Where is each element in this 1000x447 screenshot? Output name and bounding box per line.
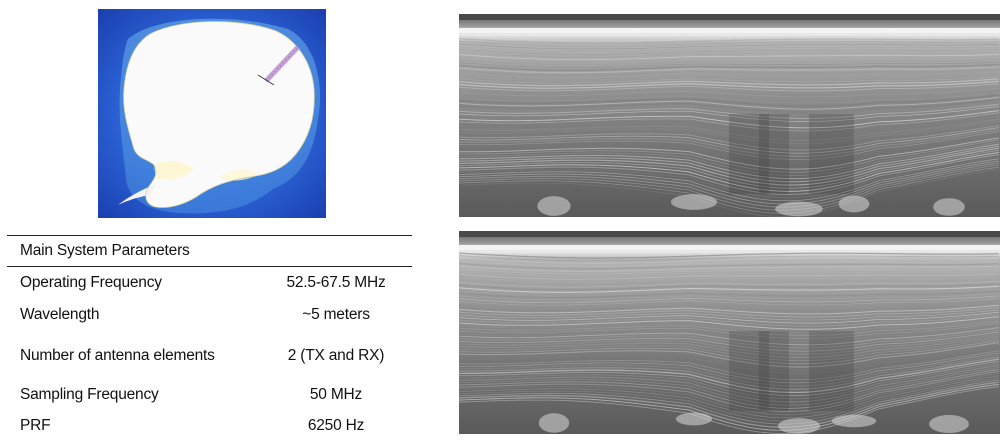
param-label: Operating Frequency [20, 274, 162, 291]
param-value: 52.5-67.5 MHz [286, 274, 386, 291]
table-row: Operating Frequency 52.5-67.5 MHz [7, 267, 412, 300]
table-row: Number of antenna elements 2 (TX and RX) [7, 331, 412, 379]
radargram-bottom-image [459, 231, 1000, 434]
param-label: Sampling Frequency [20, 386, 159, 403]
antarctica-map-icon [98, 9, 326, 218]
table-row: Wavelength ~5 meters [7, 299, 412, 331]
radargram-top [459, 14, 1000, 217]
table-row: Sampling Frequency 50 MHz [7, 379, 412, 411]
table-row: PRF 6250 Hz [7, 411, 412, 441]
param-value: 6250 Hz [307, 417, 365, 434]
radargram-top-image [459, 14, 1000, 217]
table-title: Main System Parameters [7, 235, 412, 267]
system-parameters-table: Main System Parameters Operating Frequen… [7, 235, 412, 441]
antarctica-map-image [98, 9, 326, 218]
radargram-bottom [459, 231, 1000, 434]
param-value: 2 (TX and RX) [287, 346, 385, 364]
param-label: PRF [20, 417, 51, 434]
param-value: 50 MHz [309, 386, 363, 403]
param-label: Number of antenna elements [20, 346, 215, 364]
param-label: Wavelength [20, 306, 100, 323]
param-value: ~5 meters [302, 306, 370, 323]
